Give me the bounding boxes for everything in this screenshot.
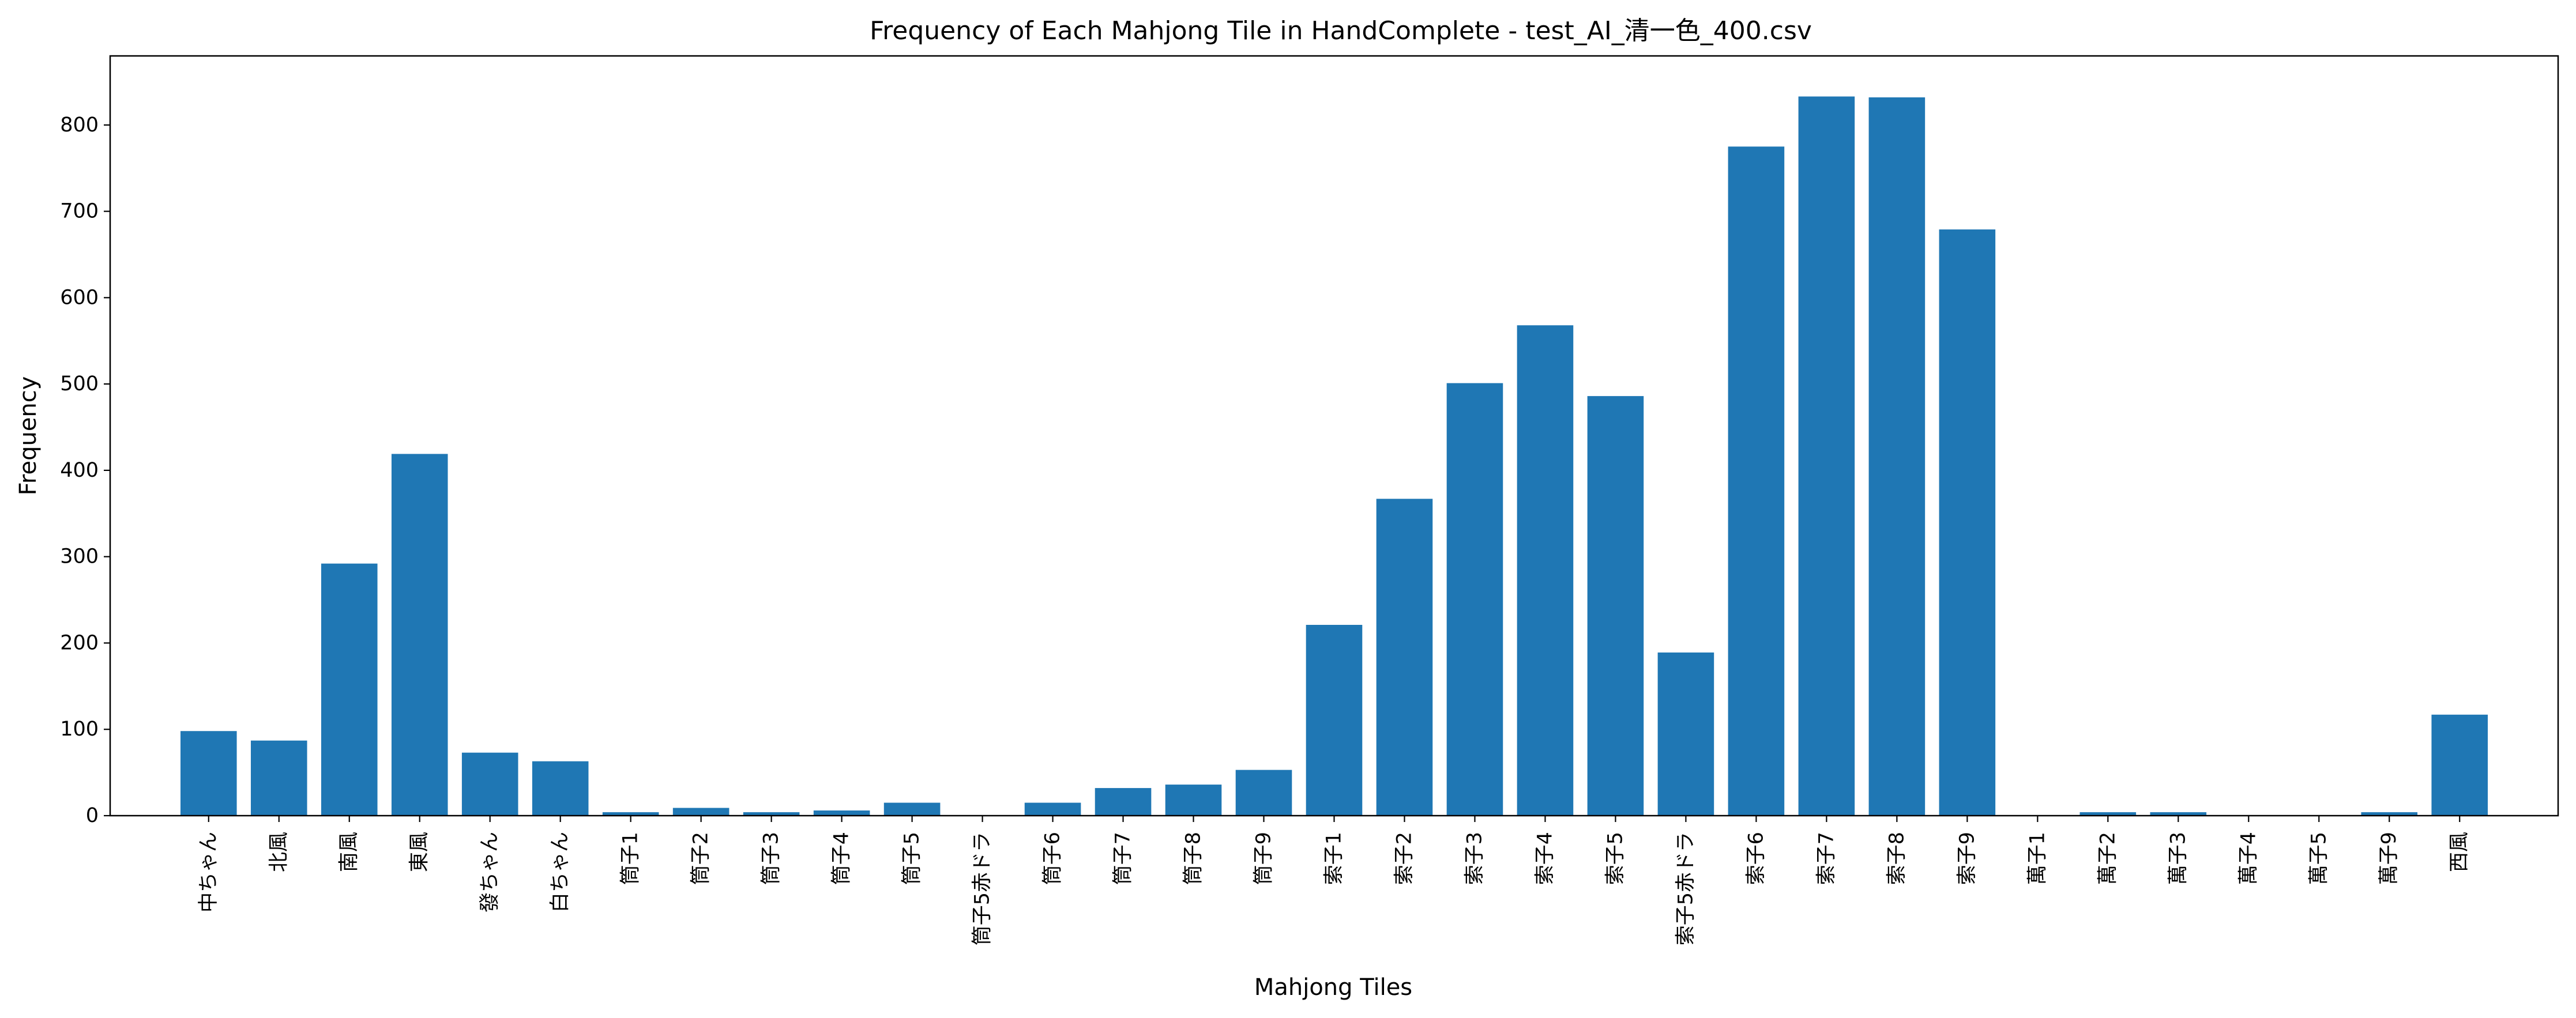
x-tick-label: 筒子5	[901, 832, 924, 885]
bars-group	[180, 96, 2488, 816]
bar-12	[1024, 802, 1081, 816]
y-axis-ticks: 0 100 200 300 400 500 600 700 800	[60, 114, 110, 827]
bar-8	[743, 812, 800, 816]
y-tick-label: 600	[60, 286, 99, 309]
x-tick-label: 筒子3	[760, 832, 783, 885]
bar-15	[1235, 770, 1292, 816]
y-tick-label: 800	[60, 114, 99, 137]
x-tick-label: 索子7	[1815, 832, 1838, 885]
bar-17	[1376, 499, 1433, 816]
y-tick-label: 700	[60, 200, 99, 223]
bar-25	[1939, 229, 1996, 816]
y-tick-label: 100	[60, 718, 99, 741]
bar-0	[180, 731, 237, 816]
x-tick-label: 筒子7	[1112, 832, 1135, 885]
x-tick-label: 白ちゃん	[549, 832, 572, 913]
x-tick-label: 索子1	[1323, 832, 1346, 885]
x-tick-label: 萬子9	[2378, 832, 2401, 885]
bar-13	[1095, 788, 1152, 816]
x-tick-label: 中ちゃん	[197, 832, 220, 913]
bar-14	[1165, 785, 1222, 816]
x-tick-label: 萬子1	[2026, 832, 2049, 885]
bar-24	[1868, 97, 1926, 816]
bar-23	[1798, 96, 1855, 816]
x-tick-label: 索子5赤ドラ	[1674, 832, 1697, 945]
x-tick-label: 索子2	[1393, 832, 1416, 885]
bar-10	[883, 802, 941, 816]
bar-32	[2431, 714, 2488, 816]
bar-27	[2079, 812, 2137, 816]
x-axis-label: Mahjong Tiles	[1254, 974, 1412, 1001]
x-tick-label: 筒子8	[1182, 832, 1205, 885]
bar-19	[1517, 325, 1574, 816]
bar-22	[1728, 146, 1785, 816]
x-tick-label: 萬子4	[2237, 832, 2260, 885]
bar-2	[321, 563, 378, 816]
x-tick-label: 發ちゃん	[479, 832, 502, 913]
bar-9	[813, 810, 870, 816]
x-tick-label: 索子4	[1533, 832, 1556, 885]
x-tick-label: 筒子2	[690, 832, 713, 885]
bar-1	[250, 740, 307, 816]
x-tick-label: 北風	[268, 832, 291, 872]
x-tick-label: 索子9	[1955, 832, 1979, 885]
x-tick-label: 筒子9	[1253, 832, 1276, 885]
x-tick-label: 萬子5	[2307, 832, 2330, 885]
x-tick-label: 萬子2	[2096, 832, 2119, 885]
x-tick-label: 西風	[2448, 832, 2471, 872]
x-tick-label: 萬子3	[2167, 832, 2190, 885]
x-tick-label: 索子3	[1463, 832, 1486, 885]
y-tick-label: 500	[60, 372, 99, 395]
x-tick-label: 筒子1	[619, 832, 642, 885]
bar-20	[1587, 396, 1644, 816]
y-tick-label: 300	[60, 545, 99, 568]
bar-16	[1306, 625, 1363, 816]
bar-21	[1657, 652, 1714, 816]
bar-4	[461, 752, 518, 816]
x-tick-label: 索子6	[1744, 832, 1768, 885]
x-tick-label: 索子5	[1604, 832, 1627, 885]
y-tick-label: 200	[60, 631, 99, 654]
plot-frame	[109, 55, 2559, 817]
chart-title: Frequency of Each Mahjong Tile in HandCo…	[870, 16, 1812, 46]
x-tick-label: 筒子6	[1041, 832, 1065, 885]
x-tick-label: 東風	[408, 832, 431, 872]
bar-7	[672, 808, 729, 816]
x-tick-label: 南風	[338, 832, 361, 872]
y-axis-label: Frequency	[15, 376, 42, 496]
bar-31	[2361, 812, 2418, 816]
bar-18	[1446, 383, 1503, 816]
bar-6	[602, 812, 659, 816]
x-tick-label: 筒子5赤ドラ	[971, 832, 994, 945]
y-tick-label: 0	[86, 804, 99, 827]
y-tick-label: 400	[60, 459, 99, 482]
x-tick-label: 索子8	[1885, 832, 1908, 885]
bar-5	[532, 761, 589, 816]
bar-28	[2150, 812, 2207, 816]
x-tick-label: 筒子4	[830, 832, 853, 885]
x-axis-ticks: 中ちゃん 北風 南風 東風 發ちゃん 白ちゃん 筒子1 筒子2 筒子3 筒子4 筒子5 筒子5赤ドラ 筒…	[197, 816, 2471, 945]
bar-3	[391, 454, 448, 816]
